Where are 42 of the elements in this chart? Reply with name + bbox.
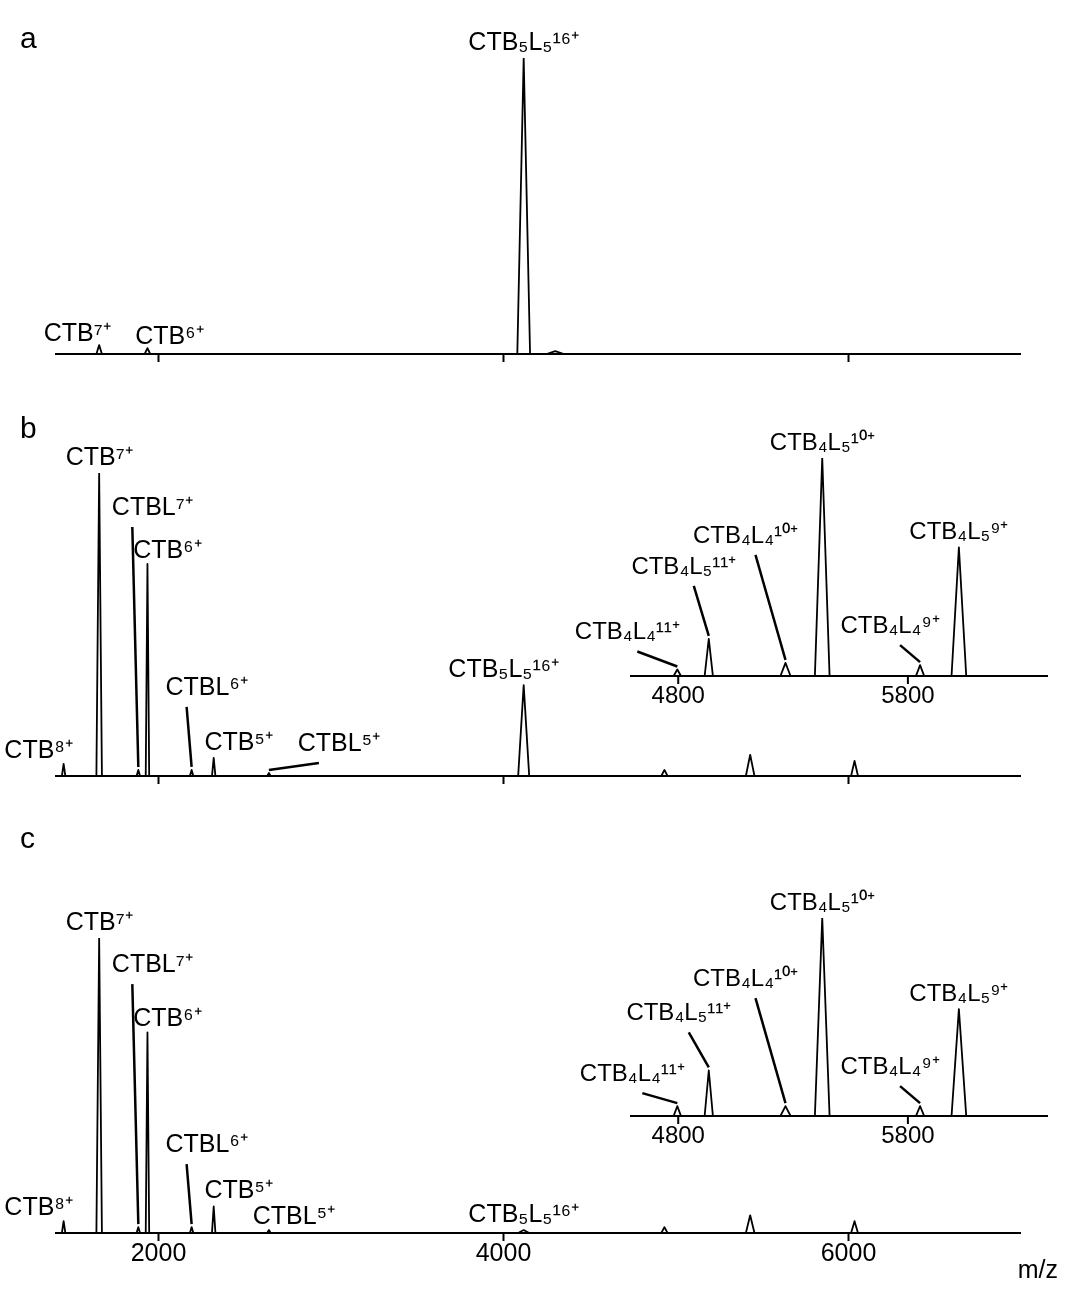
annotation: CTB₄L₅¹¹⁺ [631,551,737,579]
annotation: CTB₄L₄⁹⁺ [840,611,940,639]
x-tick-label: 6000 [820,1237,877,1266]
annotation: CTB₅L₅¹⁶⁺ [468,27,580,55]
annotation: CTB₄L₅¹⁰⁺ [769,888,875,915]
annotation: CTB₄L₄¹⁰⁺ [693,964,798,992]
x-tick-label: 5800 [881,1121,935,1149]
annotation: CTBL⁶⁺ [165,671,248,700]
annotation: CTB₄L₅⁹⁺ [909,517,1009,545]
annotation: CTB⁶⁺ [135,321,204,350]
x-tick-label: 2000 [130,1237,187,1266]
annotation: CTBL⁶⁺ [165,1129,248,1158]
annotation: CTB₄L₅¹⁰⁺ [769,428,875,455]
annotation: CTBL⁵⁺ [297,727,381,756]
x-tick-label: 4000 [475,1237,532,1266]
annotation: CTB₄L₅¹¹⁺ [626,998,732,1026]
x-tick-label: 5800 [881,681,935,709]
chart-title: b [20,411,37,444]
x-axis-title: m/z [1017,1255,1058,1283]
chart-title: c [20,821,35,854]
annotation: CTB⁸⁺ [4,1192,73,1221]
annotation: CTB⁵⁺ [204,1175,273,1204]
annotation: CTBL⁵⁺ [252,1201,336,1230]
annotation: CTB₅L₅¹⁶⁺ [468,1199,580,1228]
annotation: CTB⁶⁺ [133,534,202,563]
annotation: CTB₄L₅⁹⁺ [909,979,1009,1007]
x-tick-label: 4800 [651,1121,705,1149]
annotation: CTB⁷⁺ [43,318,111,347]
annotation: CTBL⁷⁺ [111,491,193,520]
annotation: CTB₄L₄⁹⁺ [840,1052,940,1080]
annotation: CTBL⁷⁺ [111,949,193,978]
annotation: CTB⁵⁺ [204,726,273,755]
annotation: CTB₅L₅¹⁶⁺ [448,654,560,683]
annotation: CTB₄L₄¹⁰⁺ [693,520,798,548]
x-tick-label: 4800 [651,681,705,709]
annotation: CTB₄L₄¹¹⁺ [579,1059,685,1087]
annotation: CTB₄L₄¹¹⁺ [574,617,680,645]
annotation: CTB⁷⁺ [65,907,133,935]
annotation: CTB⁷⁺ [65,442,133,470]
annotation: CTB⁶⁺ [133,1003,202,1032]
chart-title: a [20,21,37,54]
annotation: CTB⁸⁺ [4,734,73,763]
